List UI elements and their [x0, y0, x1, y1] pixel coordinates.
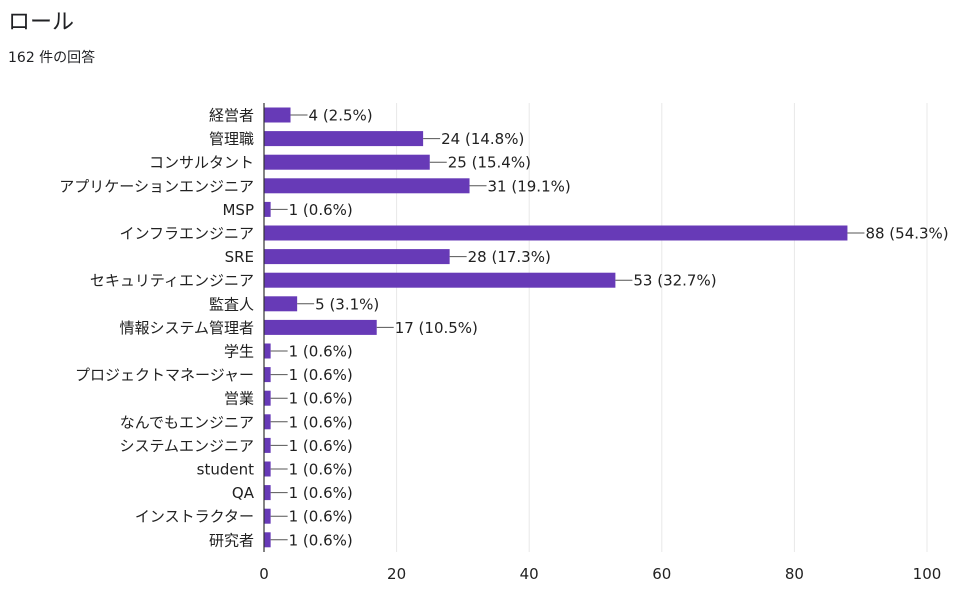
category-label: QA [232, 484, 255, 502]
value-label: 1 (0.6%) [289, 484, 353, 502]
bar [264, 178, 470, 194]
bar [264, 390, 271, 406]
value-label: 1 (0.6%) [289, 461, 353, 479]
bar [264, 485, 271, 501]
bar [264, 225, 848, 241]
value-label: 5 (3.1%) [315, 295, 379, 313]
x-tick-label: 40 [520, 565, 539, 583]
value-label: 1 (0.6%) [289, 366, 353, 384]
value-label: 1 (0.6%) [289, 508, 353, 526]
bar [264, 154, 430, 170]
response-count: 162 件の回答 [8, 50, 96, 66]
axis: 0 20 40 60 80 100 [259, 103, 941, 583]
gridlines [396, 103, 928, 552]
bar [264, 532, 271, 548]
bars [264, 107, 865, 548]
category-label: 営業 [224, 390, 254, 408]
value-label: 17 (10.5%) [395, 319, 478, 337]
value-label: 88 (54.3%) [865, 225, 948, 243]
value-label: 31 (19.1%) [488, 177, 571, 195]
category-label: 学生 [224, 343, 254, 361]
bar [264, 296, 298, 312]
category-label: 管理職 [209, 130, 254, 148]
category-label: SRE [225, 248, 254, 266]
value-label: 1 (0.6%) [289, 437, 353, 455]
bar [264, 319, 377, 335]
value-label: 1 (0.6%) [289, 531, 353, 549]
category-label: インフラエンジニア [119, 225, 254, 243]
value-label: 1 (0.6%) [289, 343, 353, 361]
bar [264, 249, 450, 265]
category-label: MSP [222, 201, 254, 219]
bar [264, 272, 616, 288]
category-label: システムエンジニア [119, 437, 254, 455]
value-label: 28 (17.3%) [468, 248, 551, 266]
bar [264, 508, 271, 524]
category-label: 研究者 [209, 531, 254, 549]
bar [264, 461, 271, 477]
category-label: student [197, 461, 254, 479]
value-label: 53 (32.7%) [633, 272, 716, 290]
bar [264, 201, 271, 217]
category-label: セキュリティエンジニア [90, 272, 254, 290]
bar [264, 414, 271, 430]
x-tick-label: 20 [387, 565, 406, 583]
x-tick-label: 0 [259, 565, 269, 583]
value-label: 1 (0.6%) [289, 201, 353, 219]
x-tick-label: 80 [785, 565, 804, 583]
labels: 経営者 4 (2.5%) 管理職 24 (14.8%) コンサルタント 25 (15.4%… [59, 107, 948, 550]
category-label: コンサルタント [149, 154, 254, 172]
x-tick-label: 60 [652, 565, 671, 583]
bar [264, 107, 291, 123]
value-label: 1 (0.6%) [289, 413, 353, 431]
chart-title: ロール [8, 10, 75, 35]
x-tick-label: 100 [913, 565, 942, 583]
value-label: 25 (15.4%) [448, 154, 531, 172]
value-label: 24 (14.8%) [441, 130, 524, 148]
category-label: 情報システム管理者 [119, 319, 254, 337]
category-label: インストラクター [135, 508, 254, 526]
bar [264, 131, 424, 147]
category-label: アプリケーションエンジニア [59, 177, 254, 195]
bar [264, 437, 271, 453]
value-label: 4 (2.5%) [309, 107, 373, 125]
bar [264, 367, 271, 383]
category-label: 経営者 [209, 107, 254, 125]
bar [264, 343, 271, 359]
category-label: 監査人 [209, 295, 254, 313]
category-label: なんでもエンジニア [120, 413, 254, 431]
value-label: 1 (0.6%) [289, 390, 353, 408]
category-label: プロジェクトマネージャー [75, 366, 254, 384]
